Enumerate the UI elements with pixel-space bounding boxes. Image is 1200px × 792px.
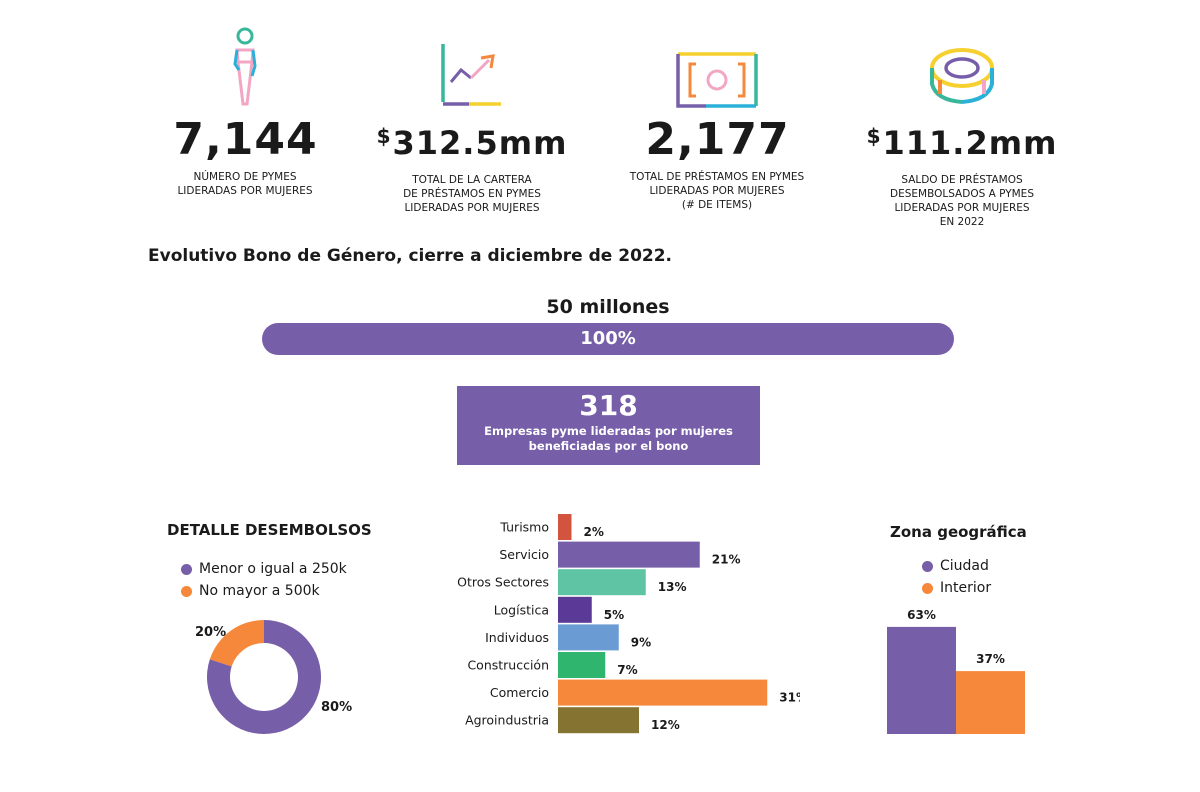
kpi-value: $111.2mm [866,124,1058,162]
bar-otros-sectores [558,569,646,596]
geo-legend-item: Ciudad [922,558,989,574]
bar-value-label: 12% [651,718,680,732]
bar-category-label: Logística [494,602,549,617]
donut-value-label: 20% [195,625,226,640]
kpi-portfolio-total: $312.5mm Total de la cartera de préstamo… [362,28,582,215]
geo-bar-chart: 63% 37% [887,608,1025,734]
donut-slice-menor-o-igual-a-250k [207,620,321,734]
sector-bar-chart: Turismo 2% Servicio 21% Otros Sectores 13% Log… [457,514,800,734]
bar-category-label: Comercio [490,685,549,700]
bar-value-label: 9% [631,635,651,649]
geo-value-label: 37% [976,652,1005,666]
donut-chart: 80% 20% [195,620,352,734]
bar-category-label: Turismo [499,520,549,535]
kpi-label: Número de PYMES lideradas por mujeres [177,171,313,197]
bar-individuos [558,624,619,651]
kpi-loans-count: 2,177 Total de préstamos en PYMES lidera… [607,28,827,212]
legend-label: No mayor a 500k [199,583,320,599]
growth-chart-icon [362,28,582,108]
bar-category-label: Agroindustria [465,713,549,728]
bar-agroindustria [558,707,639,734]
bar-construccion [558,652,606,678]
woman-icon [135,27,355,108]
bar-category-label: Individuos [485,630,549,645]
legend-label: Ciudad [940,558,989,574]
kpi-pymes-count: 7,144 Número de PYMES lideradas por muje… [135,27,355,198]
banknote-icon [607,28,827,108]
bar-value-label: 2% [584,525,604,539]
legend-dot [922,560,933,572]
bar-value-label: 7% [617,663,637,677]
bar-logistica [558,596,592,623]
beneficiaries-label: Empresas pyme lideradas por mujeres bene… [484,424,733,453]
kpi-label: Total de la cartera de préstamos en PYME… [403,174,541,214]
kpi-value: 7,144 [173,114,318,165]
legend-dot [181,585,192,597]
donut-slice-no-mayor-a-500k [209,620,264,667]
beneficiaries-value: 318 [579,389,638,422]
bar-value-label: 21% [712,553,741,567]
geo-bar-interior [956,671,1025,734]
legend-label: Interior [940,580,992,596]
geo-chart-title: Zona geográfica [890,523,1027,541]
geo-legend-item: Interior [922,580,991,596]
bar-category-label: Servicio [499,547,549,562]
donut-legend-item: No mayor a 500k [181,583,320,599]
bar-comercio [558,679,768,706]
kpi-value: 2,177 [645,114,790,165]
donut-value-label: 80% [321,700,352,715]
bar-servicio [558,541,700,568]
goal-progress-label: 100% [580,328,636,349]
donut-legend-item: Menor o igual a 250k [181,561,347,577]
goal-progress-bar: 100% [262,323,954,355]
geo-value-label: 63% [907,608,936,622]
coin-icon [852,28,1072,108]
beneficiaries-box: 318 Empresas pyme lideradas por mujeres … [457,386,760,465]
goal-title: 50 millones [546,296,670,318]
legend-label: Menor o igual a 250k [199,561,347,577]
bar-value-label: 31% [779,691,800,705]
legend-dot [181,563,192,575]
kpi-label: Saldo de préstamos desembolsados a PYMES… [889,174,1034,228]
bar-category-label: Construcción [467,658,549,673]
kpi-value: $312.5mm [376,124,568,162]
section-title: Evolutivo Bono de Género, cierre a dicie… [148,246,673,266]
donut-chart-title: DETALLE DESEMBOLSOS [167,521,372,539]
kpi-disbursed-balance: $111.2mm Saldo de préstamos desembolsado… [852,28,1072,229]
kpi-label: Total de préstamos en PYMES lideradas po… [629,171,805,211]
bar-category-label: Otros Sectores [457,575,549,590]
legend-dot [922,582,933,594]
geo-bar-ciudad [887,626,956,734]
bar-value-label: 5% [604,608,624,622]
bar-turismo [558,514,572,540]
bar-value-label: 13% [658,580,687,594]
